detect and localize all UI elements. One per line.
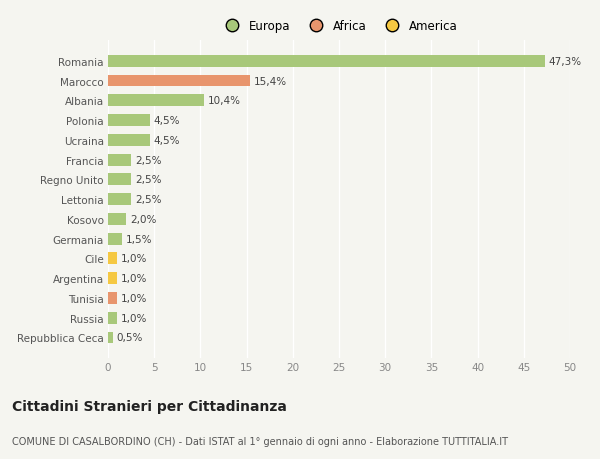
Text: 15,4%: 15,4% <box>254 76 287 86</box>
Text: 2,0%: 2,0% <box>130 214 157 224</box>
Text: 4,5%: 4,5% <box>153 116 180 126</box>
Bar <box>108 253 117 265</box>
Text: Cittadini Stranieri per Cittadinanza: Cittadini Stranieri per Cittadinanza <box>12 399 287 413</box>
Text: 2,5%: 2,5% <box>135 155 161 165</box>
Bar <box>108 233 122 245</box>
Legend: Europa, Africa, America: Europa, Africa, America <box>215 16 463 38</box>
Text: 47,3%: 47,3% <box>549 56 582 67</box>
Bar <box>108 292 117 304</box>
Text: 4,5%: 4,5% <box>153 135 180 146</box>
Bar <box>108 332 113 344</box>
Bar <box>108 95 204 107</box>
Bar <box>108 115 149 127</box>
Bar <box>108 154 131 166</box>
Text: 1,0%: 1,0% <box>121 254 148 264</box>
Bar <box>108 273 117 285</box>
Bar <box>108 75 250 87</box>
Text: 1,0%: 1,0% <box>121 274 148 284</box>
Text: 2,5%: 2,5% <box>135 195 161 205</box>
Text: 10,4%: 10,4% <box>208 96 241 106</box>
Text: COMUNE DI CASALBORDINO (CH) - Dati ISTAT al 1° gennaio di ogni anno - Elaborazio: COMUNE DI CASALBORDINO (CH) - Dati ISTAT… <box>12 436 508 446</box>
Text: 0,5%: 0,5% <box>116 333 143 343</box>
Text: 1,5%: 1,5% <box>125 234 152 244</box>
Text: 2,5%: 2,5% <box>135 175 161 185</box>
Bar <box>108 174 131 186</box>
Bar <box>108 56 545 67</box>
Bar <box>108 134 149 146</box>
Text: 1,0%: 1,0% <box>121 313 148 323</box>
Bar <box>108 312 117 324</box>
Text: 1,0%: 1,0% <box>121 293 148 303</box>
Bar <box>108 194 131 206</box>
Bar <box>108 213 127 225</box>
